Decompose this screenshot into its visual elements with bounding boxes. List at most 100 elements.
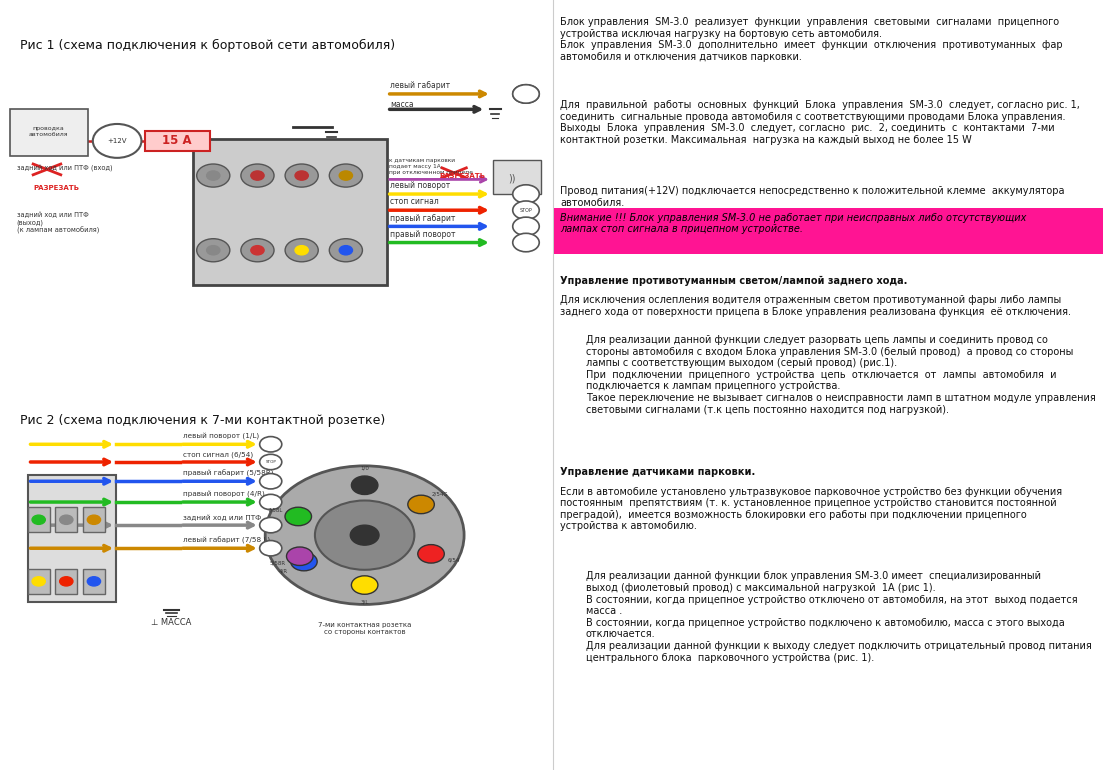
Circle shape: [241, 239, 274, 262]
Text: правый поворот (4/R): правый поворот (4/R): [183, 491, 265, 498]
Text: правый габарит (5/58R): правый габарит (5/58R): [183, 470, 274, 477]
Text: левый габарит: левый габарит: [390, 81, 450, 90]
Text: STOP: STOP: [519, 208, 533, 213]
Circle shape: [60, 577, 73, 586]
Text: РАЗРЕЗАТЬ: РАЗРЕЗАТЬ: [440, 173, 486, 179]
Circle shape: [285, 507, 312, 526]
Circle shape: [351, 476, 378, 494]
Circle shape: [197, 239, 230, 262]
Text: Если в автомобиле установлено ультразвуковое парковочное устройство без функции : Если в автомобиле установлено ультразвук…: [560, 487, 1062, 531]
FancyBboxPatch shape: [55, 507, 77, 532]
Text: STOP: STOP: [265, 460, 276, 464]
Text: 2/54G: 2/54G: [432, 491, 449, 497]
Circle shape: [329, 164, 362, 187]
Circle shape: [93, 124, 141, 158]
Circle shape: [197, 164, 230, 187]
Circle shape: [60, 515, 73, 524]
Circle shape: [260, 437, 282, 452]
Text: правый габарит: правый габарит: [390, 213, 455, 223]
Text: 3/L: 3/L: [360, 600, 369, 604]
FancyBboxPatch shape: [83, 569, 105, 594]
Circle shape: [329, 239, 362, 262]
Circle shape: [315, 500, 414, 570]
Text: задний ход или ПТФ (вход): задний ход или ПТФ (вход): [17, 165, 113, 172]
Text: масса: масса: [390, 100, 413, 109]
Text: задний ход или ПТФ: задний ход или ПТФ: [183, 515, 262, 521]
FancyBboxPatch shape: [83, 507, 105, 532]
Text: к датчикам парковки
подает массу 1А
при отключенном прицепе: к датчикам парковки подает массу 1А при …: [389, 158, 473, 175]
Text: Рис 1 (схема подключения к бортовой сети автомобиля): Рис 1 (схема подключения к бортовой сети…: [20, 38, 394, 52]
Circle shape: [285, 164, 318, 187]
Text: 1/0: 1/0: [360, 466, 369, 470]
Text: +12V: +12V: [107, 138, 127, 144]
Text: Провод питания(+12V) подключается непосредственно к положительной клемме  аккуму: Провод питания(+12V) подключается непоср…: [560, 186, 1065, 208]
Text: левый поворот (1/L): левый поворот (1/L): [183, 434, 260, 440]
Text: стоп сигнал (6/54): стоп сигнал (6/54): [183, 452, 253, 458]
Bar: [193, 139, 387, 285]
Circle shape: [260, 517, 282, 533]
Text: стоп сигнал: стоп сигнал: [390, 197, 439, 206]
Circle shape: [260, 474, 282, 489]
FancyBboxPatch shape: [493, 160, 541, 194]
Circle shape: [207, 246, 220, 255]
Circle shape: [286, 547, 313, 565]
Text: Для реализации данной функции следует разорвать цепь лампы и соединить провод со: Для реализации данной функции следует ра…: [586, 335, 1095, 414]
Text: 5/58R: 5/58R: [270, 561, 286, 566]
Text: 4/R: 4/R: [278, 568, 288, 573]
Text: 7-ми контактная розетка
со стороны контактов: 7-ми контактная розетка со стороны конта…: [318, 622, 411, 635]
Circle shape: [251, 246, 264, 255]
Text: Рис 2 (схема подключения к 7-ми контактной розетке): Рис 2 (схема подключения к 7-ми контактн…: [20, 414, 386, 427]
Circle shape: [513, 85, 539, 103]
Circle shape: [260, 454, 282, 470]
FancyBboxPatch shape: [145, 131, 210, 151]
Text: )): )): [508, 174, 516, 183]
Circle shape: [513, 85, 539, 103]
Circle shape: [295, 171, 308, 180]
FancyBboxPatch shape: [28, 507, 50, 532]
Circle shape: [241, 164, 274, 187]
Text: левый габарит (7/58 L): левый габарит (7/58 L): [183, 537, 271, 544]
Circle shape: [285, 239, 318, 262]
Circle shape: [513, 217, 539, 236]
Circle shape: [207, 171, 220, 180]
Circle shape: [418, 544, 444, 563]
Text: правый поворот: правый поворот: [390, 229, 455, 239]
FancyBboxPatch shape: [10, 109, 88, 156]
Text: Управление датчиками парковки.: Управление датчиками парковки.: [560, 467, 756, 477]
Circle shape: [350, 525, 379, 545]
Circle shape: [513, 233, 539, 252]
Text: Блок управления  SM-3.0  реализует  функции  управления  световыми  сигналами  п: Блок управления SM-3.0 реализует функции…: [560, 17, 1063, 62]
Circle shape: [260, 494, 282, 510]
FancyBboxPatch shape: [554, 208, 1103, 254]
Text: задний ход или ПТФ
(выход)
(к лампам автомобиля): задний ход или ПТФ (выход) (к лампам авт…: [17, 212, 99, 234]
FancyBboxPatch shape: [28, 569, 50, 594]
Circle shape: [32, 577, 45, 586]
Text: Для  правильной  работы  основных  функций  Блока  управления  SM-3.0  следует, : Для правильной работы основных функций Б…: [560, 100, 1080, 145]
Text: ⊥ МАССА: ⊥ МАССА: [151, 618, 191, 627]
Circle shape: [295, 246, 308, 255]
Circle shape: [87, 577, 101, 586]
Text: Для реализации данной функции блок управления SM-3.0 имеет  специализированный
в: Для реализации данной функции блок управ…: [586, 571, 1092, 663]
Circle shape: [87, 515, 101, 524]
Bar: [28, 475, 116, 602]
Circle shape: [513, 185, 539, 203]
Text: Внимание !!! Блок управления SM-3.0 не работает при неисправных либо отсутствующ: Внимание !!! Блок управления SM-3.0 не р…: [560, 213, 1027, 234]
Text: Управление противотуманным светом/лампой заднего хода.: Управление противотуманным светом/лампой…: [560, 276, 907, 286]
Text: проводка
автомобиля: проводка автомобиля: [29, 126, 69, 137]
Circle shape: [351, 576, 378, 594]
Text: левый поворот: левый поворот: [390, 181, 451, 190]
Circle shape: [265, 466, 464, 604]
Circle shape: [513, 201, 539, 219]
Circle shape: [339, 246, 352, 255]
Circle shape: [339, 171, 352, 180]
Text: Для исключения ослепления водителя отраженным светом противотуманной фары либо л: Для исключения ослепления водителя отраж…: [560, 295, 1071, 316]
Circle shape: [260, 541, 282, 556]
FancyBboxPatch shape: [55, 569, 77, 594]
Circle shape: [408, 495, 434, 514]
Text: РАЗРЕЗАТЬ: РАЗРЕЗАТЬ: [33, 185, 80, 191]
Text: 7/58L: 7/58L: [269, 507, 283, 513]
Circle shape: [32, 515, 45, 524]
Text: 15 A: 15 A: [162, 135, 191, 147]
Circle shape: [251, 171, 264, 180]
Circle shape: [291, 552, 317, 571]
